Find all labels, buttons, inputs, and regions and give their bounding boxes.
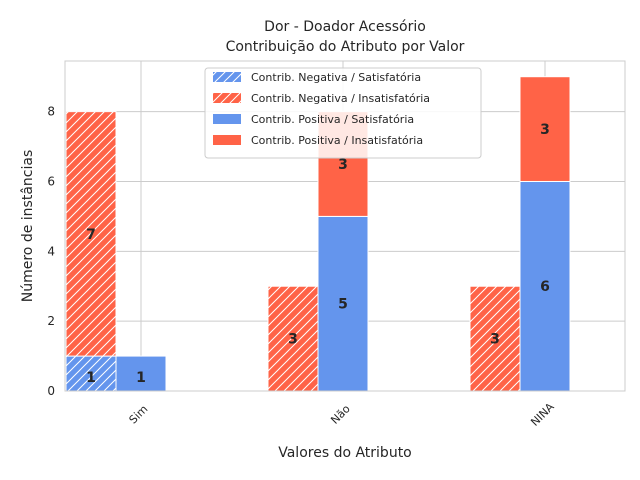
y-tick-label: 2 xyxy=(47,314,55,328)
bar-hatch xyxy=(268,286,318,391)
chart-title-line2: Contribuição do Atributo por Valor xyxy=(226,39,465,55)
y-tick-label: 6 xyxy=(47,174,55,188)
x-ticks: Sim Não NINA xyxy=(127,400,557,429)
bar-value-label: 1 xyxy=(136,370,146,386)
legend-box xyxy=(204,67,482,159)
plot-frame xyxy=(64,60,626,392)
bar-value-label: 3 xyxy=(288,332,298,348)
bar-hatch xyxy=(66,111,116,357)
x-tick-label: NINA xyxy=(528,400,557,429)
legend-entry-neg-insat: Contrib. Negativa / Insatisfatória xyxy=(213,92,430,105)
bar-value-label: 6 xyxy=(540,279,550,295)
bar-value-label: 7 xyxy=(86,227,96,243)
bar-hatch xyxy=(470,286,520,391)
legend-entry-neg-sat: Contrib. Negativa / Satisfatória xyxy=(213,71,421,84)
x-tick-label: Não xyxy=(328,402,353,427)
legend-entry-pos-insat: Contrib. Positiva / Insatisfatória xyxy=(213,134,423,147)
y-tick-label: 4 xyxy=(47,244,55,258)
y-tick-label: 8 xyxy=(47,105,55,119)
bar-segment xyxy=(519,76,571,182)
bar-segment xyxy=(519,180,571,392)
legend-swatch-hatch xyxy=(213,93,241,103)
bar-value-label: 5 xyxy=(338,297,348,313)
legend-label: Contrib. Positiva / Insatisfatória xyxy=(251,134,423,147)
bar-value-label: 3 xyxy=(490,332,500,348)
bar-segment xyxy=(317,215,369,392)
legend-swatch xyxy=(213,114,241,124)
x-tick-label: Sim xyxy=(127,403,151,427)
legend-entry-pos-sat: Contrib. Positiva / Satisfatória xyxy=(213,113,414,126)
bar-value-label: 3 xyxy=(338,157,348,173)
chart-title-line1: Dor - Doador Acessório xyxy=(264,19,426,35)
bars xyxy=(65,76,571,392)
y-axis-label: Número de instâncias xyxy=(20,150,36,302)
y-ticks: 0 2 4 6 8 xyxy=(47,105,55,398)
legend-swatch-hatch xyxy=(213,72,241,82)
bar-hatch xyxy=(66,356,116,391)
bar-value-label: 1 xyxy=(86,370,96,386)
legend: Contrib. Negativa / Satisfatória Contrib… xyxy=(204,67,482,159)
x-axis-label: Valores do Atributo xyxy=(278,445,412,461)
legend-label: Contrib. Negativa / Insatisfatória xyxy=(251,92,430,105)
bar-segment xyxy=(115,355,167,392)
legend-label: Contrib. Negativa / Satisfatória xyxy=(251,71,421,84)
legend-label: Contrib. Positiva / Satisfatória xyxy=(251,113,414,126)
bar-value-label: 3 xyxy=(540,122,550,138)
legend-swatch xyxy=(213,135,241,145)
y-tick-label: 0 xyxy=(47,384,55,398)
